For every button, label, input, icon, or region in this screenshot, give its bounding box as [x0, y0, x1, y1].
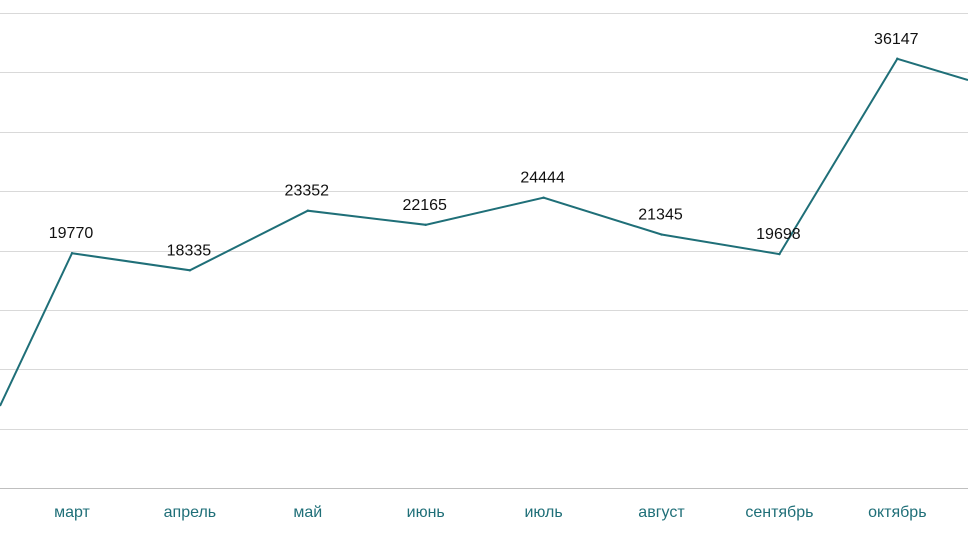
series-line [0, 57, 968, 407]
x-tick-label: апрель [164, 504, 217, 521]
data-point [70, 252, 74, 255]
data-label: 24444 [520, 170, 565, 187]
data-point [660, 233, 663, 236]
data-label: 19698 [756, 226, 801, 243]
x-tick-label: май [293, 504, 322, 521]
x-tick-label: июль [524, 504, 562, 521]
data-point [778, 252, 781, 256]
data-point [542, 196, 545, 199]
x-tick-label: август [638, 504, 685, 521]
series-layer [0, 57, 968, 407]
data-point [424, 223, 427, 226]
data-label: 21345 [638, 207, 683, 224]
data-point [188, 269, 192, 272]
x-axis-tick-labels: март апрель май июнь июль август сентябрь октяб… [54, 504, 926, 521]
x-tick-label: октябрь [868, 504, 926, 521]
data-label: 23352 [285, 183, 330, 200]
data-labels: 19770 18335 23352 22165 24444 21345 19698 36147 [49, 31, 919, 260]
x-tick-label: июнь [407, 504, 445, 521]
data-label: 18335 [167, 242, 212, 259]
x-tick-label: март [54, 504, 90, 521]
grid-lines [0, 13, 968, 489]
x-tick-label: сентябрь [745, 504, 813, 521]
data-point [306, 209, 309, 212]
data-label: 36147 [874, 31, 919, 48]
data-label: 19770 [49, 225, 94, 242]
data-point [896, 57, 899, 60]
data-label: 22165 [402, 197, 447, 214]
